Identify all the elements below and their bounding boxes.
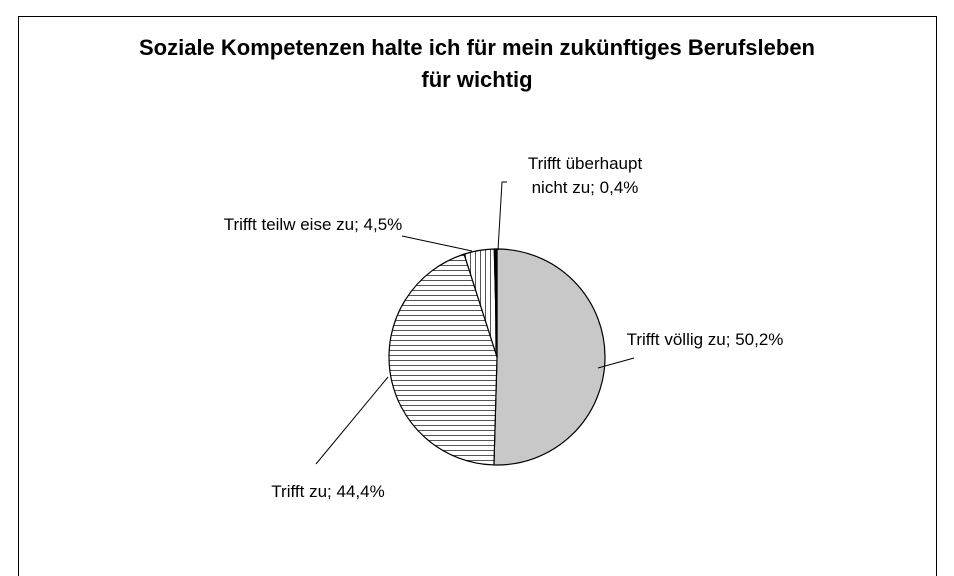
leader-line xyxy=(315,376,389,465)
pie-slice xyxy=(493,248,606,466)
leader-line xyxy=(497,181,507,251)
pie-slice xyxy=(493,248,498,358)
data-label: Trifft völlig zu; 50,2% xyxy=(625,328,785,352)
data-label: Trifft zu; 44,4% xyxy=(228,480,428,504)
leader-lines xyxy=(315,181,635,465)
leader-line xyxy=(597,357,635,369)
label-value: 50,2% xyxy=(735,330,784,349)
label-value: 0,4% xyxy=(599,178,639,197)
chart-title: Soziale Kompetenzen halte ich für mein z… xyxy=(138,35,815,92)
leader-line xyxy=(401,235,473,252)
label-category: Trifft völlig zu; xyxy=(626,330,731,349)
pie-slice xyxy=(388,253,498,466)
data-label: Trifft überhaupt nicht zu; 0,4% xyxy=(510,152,660,200)
label-category: Trifft zu; xyxy=(271,482,332,501)
label-category: Trifft überhaupt nicht zu; xyxy=(527,154,643,197)
label-value: 44,4% xyxy=(336,482,385,501)
data-label: Trifft teilw eise zu; 4,5% xyxy=(223,213,403,237)
chart-frame xyxy=(18,16,937,576)
label-value: 4,5% xyxy=(363,215,403,234)
label-category: Trifft teilw eise zu; xyxy=(223,215,359,234)
